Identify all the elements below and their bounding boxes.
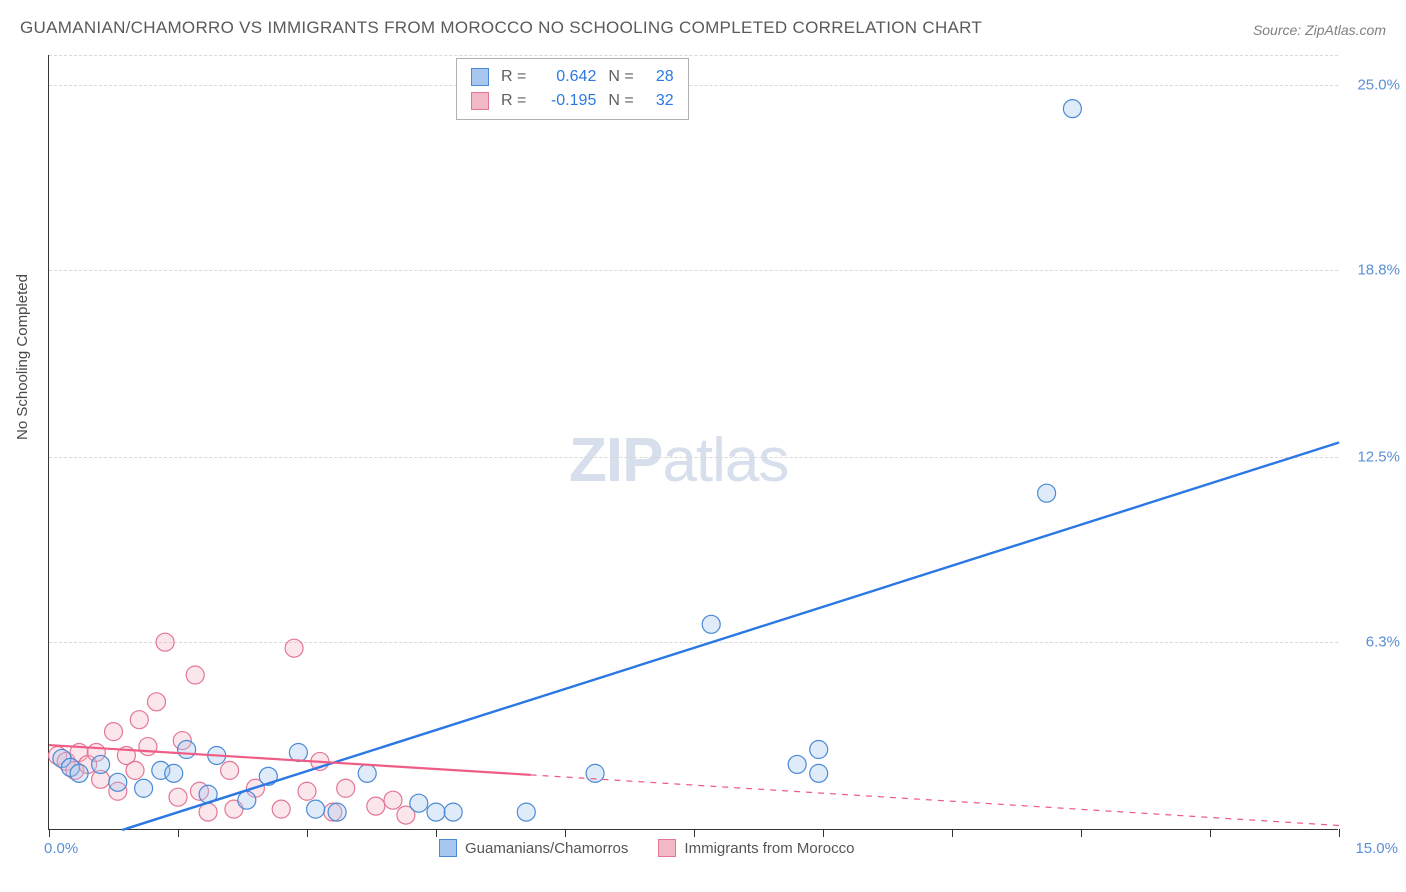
x-tick — [952, 829, 953, 837]
y-axis-label: No Schooling Completed — [14, 274, 31, 440]
chart-title: GUAMANIAN/CHAMORRO VS IMMIGRANTS FROM MO… — [20, 18, 982, 38]
x-tick — [436, 829, 437, 837]
x-tick — [1339, 829, 1340, 837]
chart-legend: Guamanians/Chamorros Immigrants from Mor… — [439, 839, 854, 857]
x-tick — [694, 829, 695, 837]
scatter-point — [788, 755, 806, 773]
scatter-point — [92, 755, 110, 773]
scatter-point — [178, 741, 196, 759]
scatter-point — [1038, 484, 1056, 502]
x-axis-end-label: 15.0% — [1355, 840, 1398, 857]
scatter-point — [221, 761, 239, 779]
scatter-point — [169, 788, 187, 806]
x-tick — [1081, 829, 1082, 837]
scatter-point — [810, 764, 828, 782]
x-tick — [565, 829, 566, 837]
legend-item-guamanians: Guamanians/Chamorros — [439, 839, 628, 857]
scatter-point — [130, 711, 148, 729]
scatter-point — [702, 615, 720, 633]
scatter-point — [427, 803, 445, 821]
scatter-point — [238, 791, 256, 809]
scatter-point — [126, 761, 144, 779]
scatter-point — [298, 782, 316, 800]
scatter-point — [517, 803, 535, 821]
y-tick-label: 6.3% — [1366, 634, 1400, 651]
scatter-point — [70, 764, 88, 782]
scatter-point — [285, 639, 303, 657]
scatter-svg — [49, 55, 1338, 829]
legend-item-morocco: Immigrants from Morocco — [658, 839, 854, 857]
scatter-point — [410, 794, 428, 812]
scatter-point — [165, 764, 183, 782]
x-axis-start-label: 0.0% — [44, 840, 78, 857]
scatter-point — [384, 791, 402, 809]
y-tick-label: 12.5% — [1357, 449, 1400, 466]
source-label: Source: ZipAtlas.com — [1253, 22, 1386, 38]
legend-label-morocco: Immigrants from Morocco — [684, 840, 854, 857]
scatter-point — [810, 741, 828, 759]
scatter-point — [109, 773, 127, 791]
chart-plot-area: ZIPatlas 6.3%12.5%18.8%25.0% 0.0% 15.0% … — [48, 55, 1338, 830]
scatter-point — [586, 764, 604, 782]
scatter-point — [135, 779, 153, 797]
scatter-point — [337, 779, 355, 797]
scatter-point — [272, 800, 290, 818]
scatter-point — [1063, 100, 1081, 118]
scatter-point — [307, 800, 325, 818]
scatter-point — [105, 723, 123, 741]
legend-label-guamanians: Guamanians/Chamorros — [465, 840, 628, 857]
scatter-point — [328, 803, 346, 821]
x-tick — [49, 829, 50, 837]
scatter-point — [444, 803, 462, 821]
scatter-point — [148, 693, 166, 711]
scatter-point — [358, 764, 376, 782]
x-tick — [823, 829, 824, 837]
scatter-point — [367, 797, 385, 815]
legend-swatch-guamanians — [439, 839, 457, 857]
y-tick-label: 18.8% — [1357, 261, 1400, 278]
scatter-point — [186, 666, 204, 684]
scatter-point — [289, 744, 307, 762]
legend-swatch-morocco — [658, 839, 676, 857]
scatter-point — [156, 633, 174, 651]
x-tick — [1210, 829, 1211, 837]
x-tick — [178, 829, 179, 837]
scatter-point — [139, 738, 157, 756]
x-tick — [307, 829, 308, 837]
y-tick-label: 25.0% — [1357, 76, 1400, 93]
